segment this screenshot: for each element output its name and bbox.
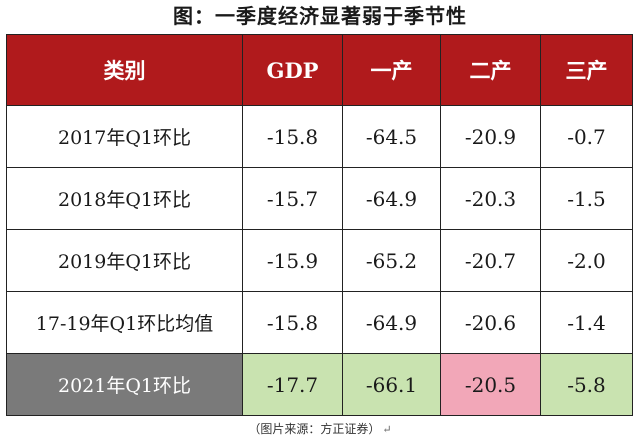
- table-row: 17-19年Q1环比均值 -15.8 -64.9 -20.6 -1.4: [6, 291, 633, 354]
- table-row: 2019年Q1环比 -15.9 -65.2 -20.7 -2.0: [6, 229, 633, 292]
- source-text: （图片来源：方正证券）: [248, 422, 381, 436]
- table-cell: -15.7: [242, 167, 343, 230]
- table-row: 2018年Q1环比 -15.7 -64.9 -20.3 -1.5: [6, 167, 633, 230]
- row-label: 2021年Q1环比: [6, 353, 243, 416]
- table-cell: -65.2: [342, 229, 441, 292]
- table-cell: -20.5: [440, 353, 541, 416]
- row-label: 2017年Q1环比: [6, 105, 243, 168]
- table-cell: -1.4: [540, 291, 633, 354]
- table-cell: -20.3: [440, 167, 541, 230]
- table-cell: -64.9: [342, 167, 441, 230]
- table-cell: -0.7: [540, 105, 633, 168]
- chart-title: 图：一季度经济显著弱于季节性: [173, 4, 467, 28]
- row-label: 2019年Q1环比: [6, 229, 243, 292]
- table-cell: -17.7: [242, 353, 343, 416]
- table-cell: -15.8: [242, 291, 343, 354]
- table-cell: -1.5: [540, 167, 633, 230]
- column-header: 三产: [540, 34, 633, 106]
- header-row: 类别 GDP 一产 二产 三产: [6, 34, 633, 106]
- data-table: 类别 GDP 一产 二产 三产 2017年Q1环比 -15.8 -64.5 -20.9…: [6, 34, 633, 416]
- column-header: GDP: [242, 34, 343, 106]
- table-cell: -64.9: [342, 291, 441, 354]
- column-header: 一产: [342, 34, 441, 106]
- row-label: 17-19年Q1环比均值: [6, 291, 243, 354]
- table-row: 2017年Q1环比 -15.8 -64.5 -20.9 -0.7: [6, 105, 633, 168]
- return-mark-icon: ↵: [382, 423, 392, 436]
- column-header: 二产: [440, 34, 541, 106]
- table-cell: -15.9: [242, 229, 343, 292]
- table-cell: -66.1: [342, 353, 441, 416]
- table-cell: -20.9: [440, 105, 541, 168]
- table-cell: -20.6: [440, 291, 541, 354]
- table-cell: -2.0: [540, 229, 633, 292]
- table-cell: -5.8: [540, 353, 633, 416]
- table-cell: -64.5: [342, 105, 441, 168]
- column-header: 类别: [6, 34, 243, 106]
- table-row: 2021年Q1环比 -17.7 -66.1 -20.5 -5.8: [6, 353, 633, 416]
- table-cell: -20.7: [440, 229, 541, 292]
- source-note: （图片来源：方正证券） ↵: [0, 419, 640, 439]
- table-cell: -15.8: [242, 105, 343, 168]
- row-label: 2018年Q1环比: [6, 167, 243, 230]
